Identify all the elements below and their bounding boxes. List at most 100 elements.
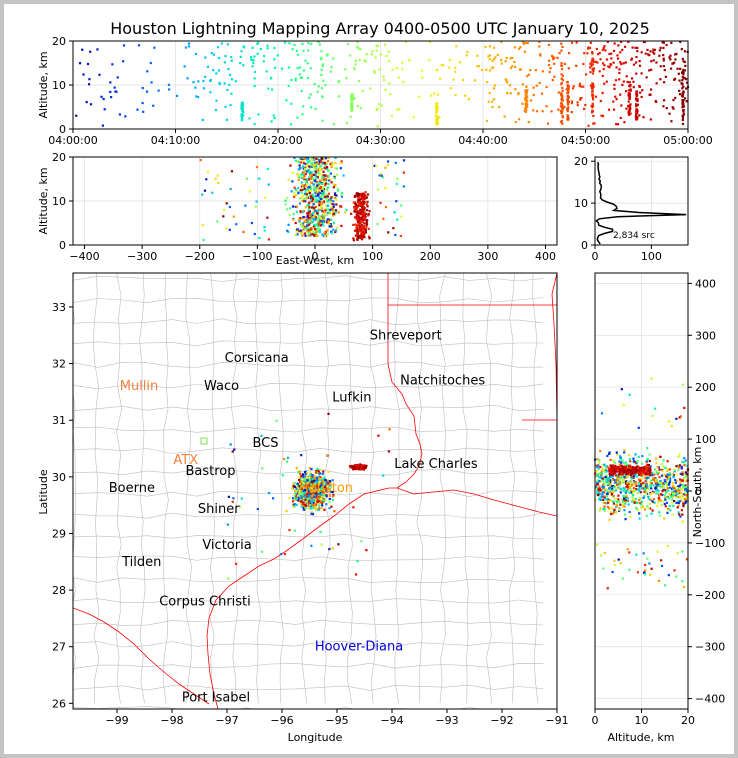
altitude-time-point (559, 109, 562, 112)
altitude-ew-point (285, 208, 289, 211)
ns-altitude-point (658, 476, 661, 479)
altitude-time-point (318, 43, 321, 46)
altitude-ew-y-tick-label: 20 (52, 151, 66, 164)
map-point (293, 494, 296, 497)
ns-altitude-point (619, 456, 622, 459)
ns-altitude-point (648, 473, 652, 477)
map-point (301, 483, 305, 486)
map-point (356, 560, 359, 563)
map-point (355, 573, 358, 576)
ns-altitude-point (633, 475, 636, 478)
ns-altitude-point (655, 471, 658, 474)
altitude-ew-point (298, 164, 301, 167)
altitude-time-point (665, 107, 668, 110)
altitude-time-point (514, 65, 517, 68)
altitude-time-point (294, 79, 297, 82)
altitude-time-point (599, 99, 602, 103)
map-point (306, 476, 309, 479)
map-point (322, 470, 325, 473)
ns-altitude-point (683, 464, 686, 467)
ns-altitude-ylabel: North-South, km (691, 447, 704, 538)
ns-altitude-point (610, 469, 613, 472)
ns-altitude-point (655, 482, 658, 486)
altitude-ew-point (320, 157, 323, 160)
ns-altitude-point (629, 467, 632, 470)
map-xlabel: Longitude (288, 731, 343, 744)
map-point (314, 475, 317, 478)
altitude-ew-point (289, 164, 292, 167)
altitude-ew-point (326, 229, 329, 232)
altitude-time-point (525, 85, 528, 88)
altitude-ew-point (305, 195, 309, 198)
histogram-x-tick-label: 100 (641, 250, 662, 263)
altitude-time-point (529, 69, 532, 72)
altitude-time-point (307, 49, 310, 52)
map-point (227, 495, 230, 498)
altitude-ew-point (353, 205, 356, 209)
altitude-ew-point (296, 233, 299, 236)
ns-altitude-point (684, 500, 687, 503)
altitude-ew-point (311, 204, 315, 208)
ns-altitude-point (647, 495, 650, 498)
altitude-time-point (302, 49, 305, 52)
altitude-time-point (465, 54, 468, 57)
map-point (323, 484, 326, 487)
map-point (305, 476, 308, 479)
ns-altitude-point (676, 496, 679, 499)
ns-altitude-point (627, 471, 630, 474)
map-point (302, 501, 305, 504)
map-point (296, 489, 300, 492)
ns-altitude-point (618, 508, 621, 511)
map-point (300, 475, 303, 478)
ns-altitude-point (607, 478, 611, 481)
altitude-ew-point (386, 163, 389, 166)
altitude-ew-point (306, 224, 309, 227)
map-point (312, 489, 315, 492)
altitude-time-point (321, 65, 324, 68)
altitude-time-point (591, 93, 594, 96)
map-point (328, 507, 331, 510)
altitude-ew-point (367, 214, 370, 217)
ns-altitude-point (682, 504, 685, 508)
map-point (352, 506, 355, 509)
altitude-ew-point (332, 205, 335, 208)
ns-altitude-point (617, 469, 620, 473)
ns-altitude-point (626, 481, 629, 485)
ns-altitude-point (628, 483, 631, 486)
altitude-ew-point (318, 166, 321, 169)
altitude-ew-point (299, 229, 302, 232)
map-x-tick-label: −96 (270, 714, 293, 727)
map-point (321, 496, 324, 499)
altitude-ew-point (311, 233, 314, 236)
ns-altitude-point (607, 479, 611, 482)
altitude-ew-point (294, 159, 297, 162)
ns-altitude-point (622, 469, 625, 472)
altitude-time-point (612, 49, 616, 52)
ns-altitude-point (602, 483, 605, 486)
altitude-time-point (330, 66, 333, 69)
altitude-time-point (435, 110, 438, 114)
ns-altitude-point (613, 465, 616, 469)
ns-altitude-point (603, 463, 606, 466)
altitude-time-point (584, 103, 587, 107)
altitude-ew-point (317, 201, 320, 205)
map-point (333, 510, 336, 513)
altitude-time-point (618, 78, 621, 81)
ns-altitude-point (617, 498, 620, 501)
ns-altitude-point (649, 492, 652, 496)
map-point (311, 485, 315, 489)
ns-altitude-point (605, 478, 608, 481)
place-label-shreveport: Shreveport (370, 328, 442, 343)
altitude-time-point (519, 68, 522, 71)
altitude-time-point (448, 66, 451, 69)
ns-altitude-point (606, 587, 609, 590)
ns-altitude-point (681, 479, 684, 482)
altitude-ew-point (223, 208, 226, 212)
altitude-time-point (662, 81, 666, 84)
altitude-time-point (168, 88, 171, 91)
altitude-ew-point (305, 178, 308, 181)
ns-altitude-point (653, 501, 656, 504)
altitude-time-point (317, 40, 320, 43)
map-point (304, 487, 308, 490)
